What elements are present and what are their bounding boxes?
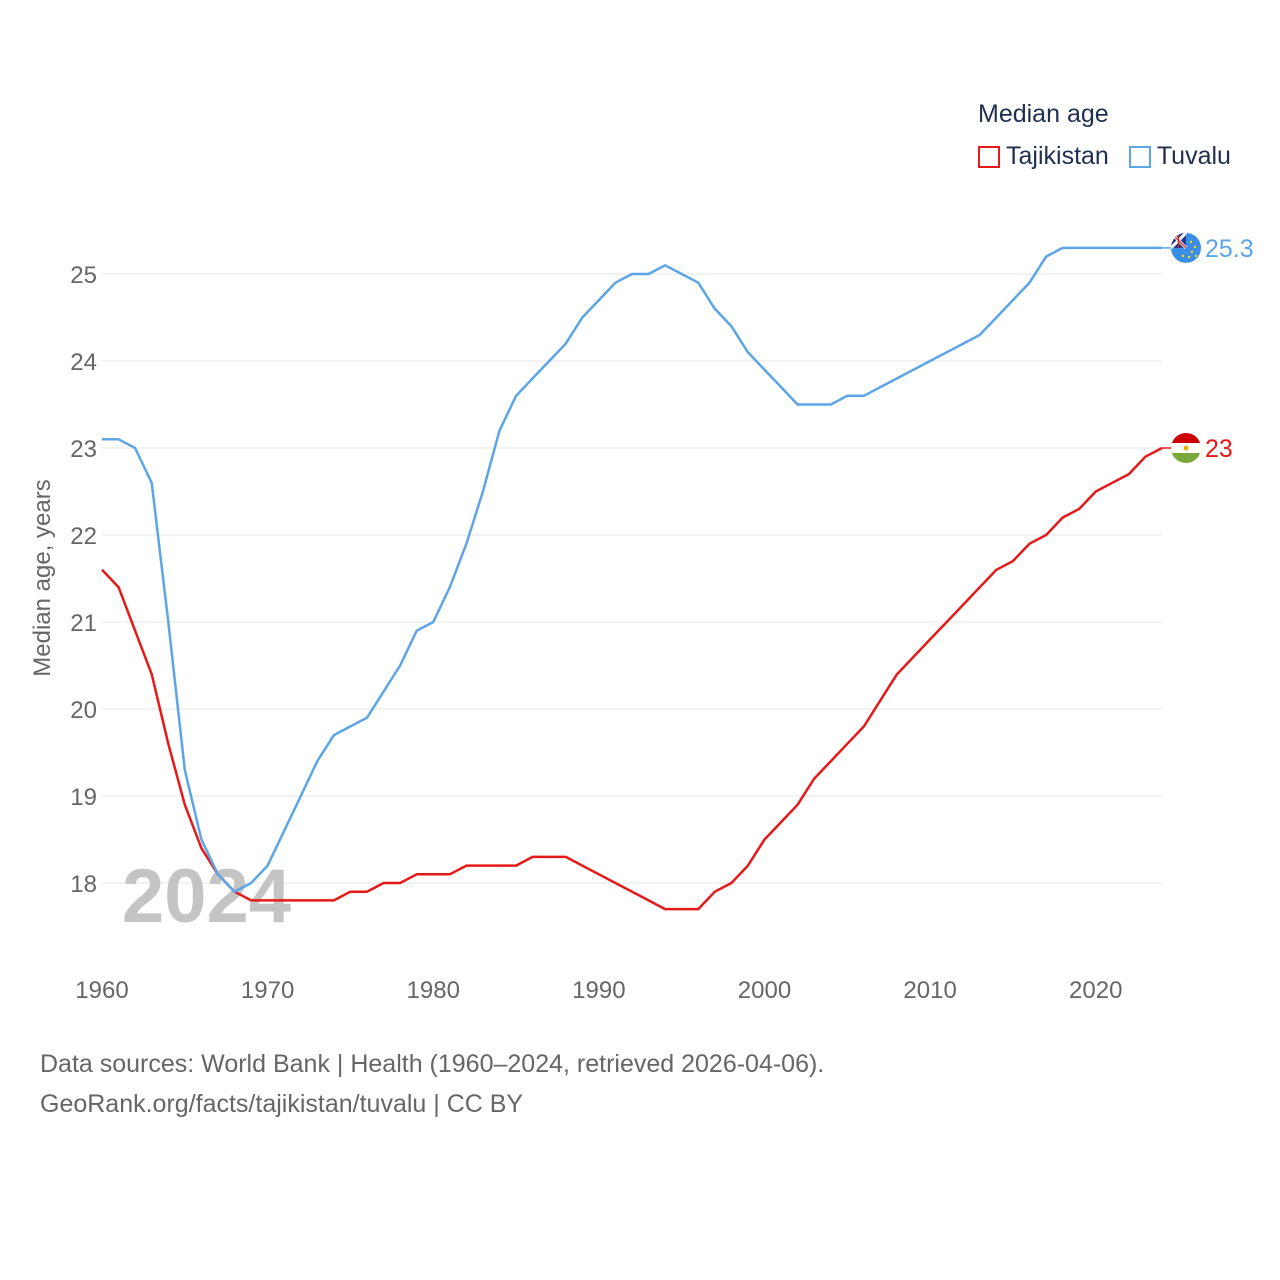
x-tick-label: 2000 [738,977,791,1004]
end-value-label-tuvalu: 25.3 [1205,235,1254,263]
y-tick-label: 20 [70,697,97,724]
x-tick-label: 1960 [75,977,128,1004]
year-watermark: 2024 [122,854,291,939]
y-tick-label: 22 [70,523,97,550]
footer: Data sources: World Bank | Health (1960–… [40,1044,824,1124]
x-axis-ticks: 1960 1970 1980 1990 2000 2010 2020 [75,977,1122,1004]
grid [102,273,1162,884]
y-tick-label: 24 [70,349,97,376]
x-tick-label: 2020 [1069,977,1122,1004]
x-tick-label: 2010 [903,977,956,1004]
y-tick-label: 25 [70,262,97,289]
attribution-link[interactable]: GeoRank.org/facts/tajikistan/tuvalu | CC… [40,1090,524,1118]
y-tick-label: 21 [70,610,97,637]
tuvalu-flag-icon [1171,232,1201,263]
legend: Tajikistan Tuvalu [978,142,1231,171]
x-tick-label: 1970 [241,977,294,1004]
x-tick-label: 1980 [407,977,460,1004]
series-lines [101,246,1163,911]
legend-label-tuvalu: Tuvalu [1156,142,1231,170]
series-line-tajikistan[interactable] [101,446,1163,911]
legend-label-tajikistan: Tajikistan [1006,142,1109,170]
series-end-markers: 23 25.3 [1162,232,1254,463]
legend-item-tuvalu[interactable]: Tuvalu [1128,142,1231,171]
legend-swatch-tuvalu [1128,145,1151,168]
end-value-label-tajikistan: 23 [1205,435,1233,463]
legend-item-tajikistan[interactable]: Tajikistan [978,142,1109,171]
tajikistan-flag-icon [1171,433,1201,463]
y-tick-label: 18 [70,871,97,898]
legend-swatch-tajikistan [978,145,1000,168]
series-line-tuvalu[interactable] [102,246,1162,893]
x-tick-label: 1990 [572,977,625,1004]
source-note: Data sources: World Bank | Health (1960–… [40,1050,825,1078]
y-tick-label: 19 [70,784,97,811]
y-tick-label: 23 [70,436,97,463]
y-axis-ticks: 18 19 20 21 22 23 24 25 [70,262,97,898]
y-axis-label: Median age, years [29,479,56,676]
legend-title: Median age [978,100,1109,128]
